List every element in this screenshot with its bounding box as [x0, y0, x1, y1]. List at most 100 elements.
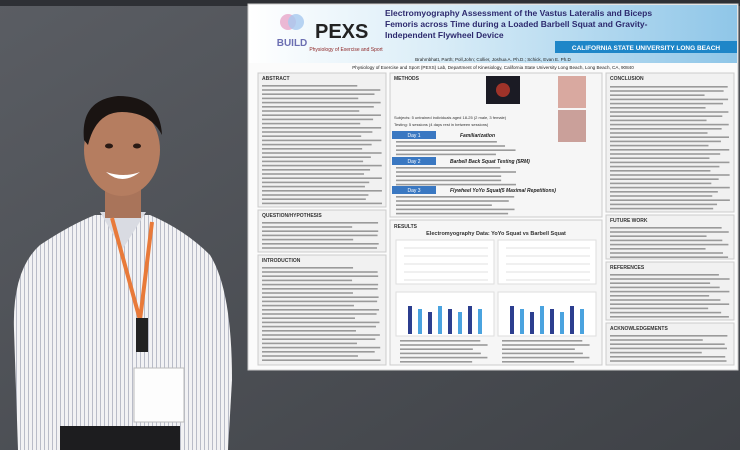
figure-bar: [570, 306, 574, 334]
text-line: [400, 356, 488, 359]
text-line: [610, 282, 711, 284]
text-line: [610, 128, 722, 130]
text-line: [610, 107, 706, 109]
text-line: [400, 348, 473, 350]
text-line: [610, 165, 720, 168]
text-line: [400, 352, 481, 355]
text-line: [396, 145, 506, 147]
figure-bar: [448, 309, 452, 334]
text-line: [262, 97, 359, 100]
text-line: [262, 93, 375, 95]
section-heading: REFERENCES: [610, 265, 645, 271]
text-line: [262, 275, 379, 277]
results-title: Electromyography Data: YoYo Squat vs Bar…: [426, 231, 566, 237]
text-line: [262, 202, 382, 205]
figure-bar: [478, 309, 482, 334]
text-line: [262, 342, 357, 345]
figure-bar: [580, 309, 584, 334]
section-heading: CONCLUSION: [610, 76, 644, 82]
text-line: [396, 167, 501, 169]
text-line: [262, 351, 375, 353]
text-line: [262, 359, 381, 361]
section-heading: FUTURE WORK: [610, 218, 648, 224]
text-line: [610, 94, 705, 96]
text-line: [610, 231, 729, 233]
text-line: [262, 300, 378, 303]
poster-body-text: [262, 85, 730, 363]
muscle-image: [558, 76, 586, 108]
figure-bar: [520, 309, 524, 334]
figure-bar: [560, 312, 564, 334]
text-line: [262, 152, 382, 154]
eye: [105, 143, 113, 149]
section-heading: INTRODUCTION: [262, 258, 301, 264]
text-line: [610, 360, 727, 362]
text-line: [610, 235, 707, 237]
text-line: [610, 161, 730, 164]
poster: BUILD PEXS Physiology of Exercise and Sp…: [247, 3, 739, 371]
text-line: [396, 204, 492, 206]
figure-bar: [428, 312, 432, 334]
text-line: [262, 169, 371, 171]
text-line: [396, 149, 516, 151]
text-line: [610, 191, 718, 193]
text-line: [610, 157, 710, 159]
text-line: [396, 212, 509, 215]
text-line: [610, 351, 702, 354]
day-label: Day 3: [407, 188, 420, 194]
text-line: [262, 279, 353, 282]
text-line: [262, 222, 379, 224]
text-line: [262, 317, 355, 319]
section-heading: METHODS: [394, 76, 420, 82]
text-line: [610, 86, 728, 88]
text-line: [610, 303, 730, 305]
poster-header: [249, 5, 737, 63]
text-line: [262, 271, 378, 273]
text-line: [610, 174, 730, 176]
text-line: [610, 307, 709, 310]
text-line: [610, 316, 729, 318]
affiliation: Physiology of Exercise and Sport (PEXS) …: [352, 65, 634, 70]
text-line: [262, 110, 360, 112]
text-line: [396, 183, 516, 186]
text-line: [262, 292, 353, 294]
text-line: [610, 278, 730, 280]
muscle-image: [558, 110, 586, 142]
section-heading: QUESTION/HYPOTHESIS: [262, 213, 322, 219]
text-line: [262, 334, 380, 336]
text-line: [262, 156, 371, 158]
text-line: [610, 170, 711, 172]
text-line: [610, 144, 709, 147]
text-line: [262, 135, 362, 137]
text-line: [262, 122, 361, 125]
text-line: [502, 352, 583, 355]
text-line: [502, 361, 575, 363]
logo-subtext: Physiology of Exercise and Sport: [309, 47, 383, 53]
figure-bar: [408, 306, 412, 334]
text-line: [262, 198, 366, 200]
text-line: [262, 173, 365, 175]
text-line: [262, 148, 363, 150]
text-line: [610, 178, 719, 180]
poster-title: Independent Flywheel Device: [385, 30, 504, 40]
shirt: [13, 215, 232, 450]
text-line: [610, 111, 729, 113]
figure-bar: [418, 309, 422, 334]
text-line: [610, 102, 723, 105]
text-line: [396, 171, 516, 173]
figure: [395, 291, 495, 337]
text-line: [262, 114, 381, 116]
text-line: [610, 356, 726, 358]
text-line: [396, 141, 497, 143]
day-title: Barbell Back Squat Testing (5RM): [450, 159, 530, 165]
text-line: [262, 185, 365, 188]
text-line: [610, 182, 712, 185]
day-title: Flywheel YoYo Squat(5 Maximal Repetition…: [450, 188, 556, 194]
text-line: [610, 186, 730, 189]
text-line: [262, 325, 376, 328]
text-line: [400, 340, 481, 342]
text-line: [502, 348, 575, 350]
text-line: [262, 296, 379, 298]
section-heading: ACKNOWLEDGEMENTS: [610, 326, 668, 332]
figure: [395, 239, 495, 285]
